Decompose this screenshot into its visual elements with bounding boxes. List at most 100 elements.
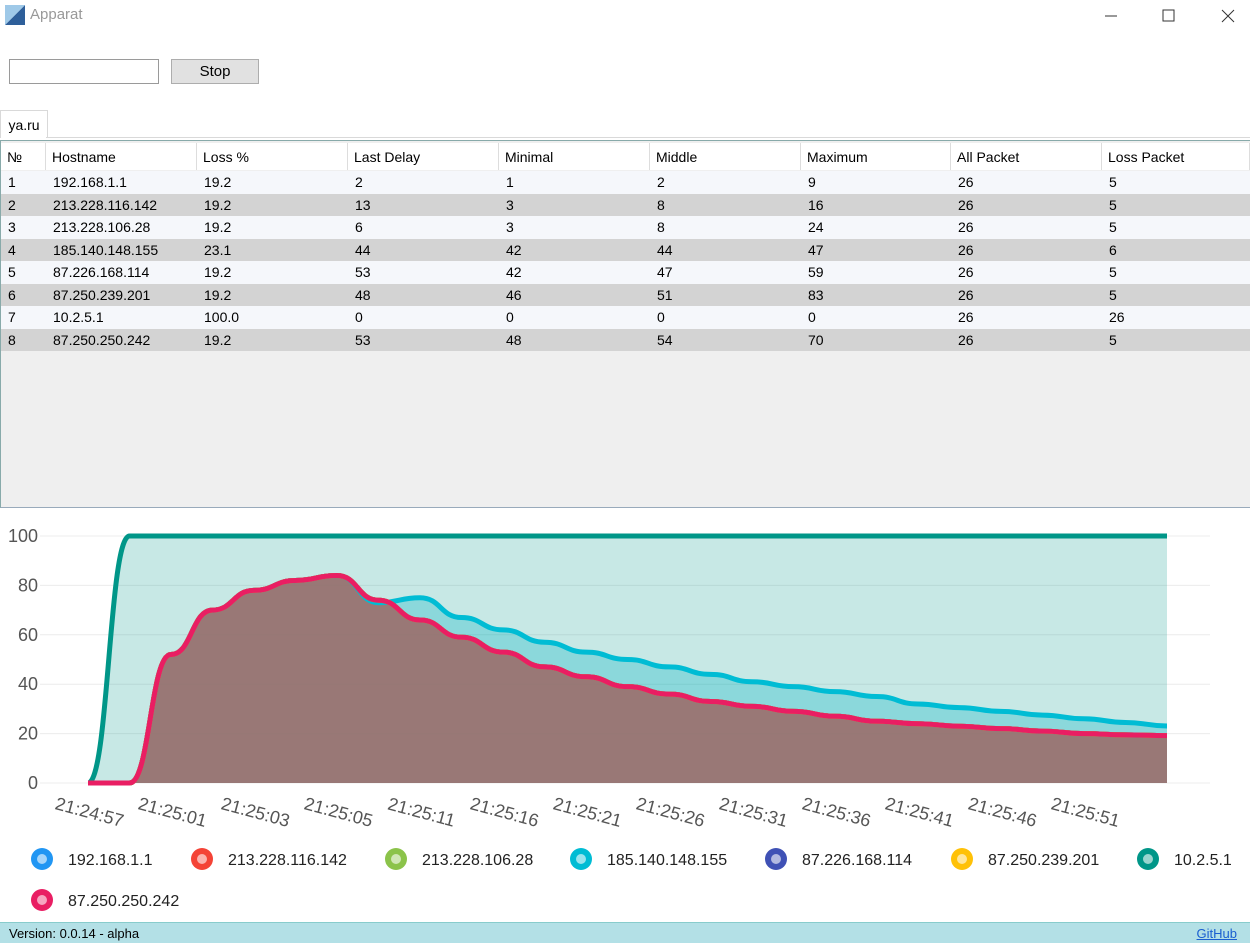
table-cell: 26	[958, 174, 974, 190]
legend-label: 192.168.1.1	[68, 852, 153, 869]
x-tick-label: 21:24:57	[53, 793, 126, 830]
host-input[interactable]	[9, 59, 159, 84]
legend-item: 87.250.239.201	[951, 848, 1099, 870]
x-tick-label: 21:25:36	[800, 793, 873, 830]
series-line	[86, 533, 1167, 786]
table-cell: 0	[657, 309, 665, 325]
table-cell: 1	[506, 174, 514, 190]
x-tick-label: 21:25:46	[966, 793, 1039, 830]
legend-label: 87.226.168.114	[802, 852, 912, 869]
table-cell: 4	[8, 241, 16, 258]
table-cell: 6	[1109, 241, 1117, 258]
series-area	[88, 575, 1167, 783]
column-header: Loss %	[197, 143, 348, 170]
table-cell: 19.2	[204, 219, 232, 235]
x-tick-label: 21:25:11	[386, 794, 458, 831]
table-cell: 192.168.1.1	[53, 174, 127, 190]
table-cell: 26	[958, 331, 974, 348]
series-area	[88, 575, 1167, 783]
table-cell: 2	[8, 196, 16, 213]
legend-marker-inner	[1143, 854, 1153, 864]
table-cell: 46	[506, 286, 522, 303]
table-cell: 13	[355, 196, 371, 213]
table-cell: 47	[657, 264, 673, 280]
table-cell: 53	[355, 264, 371, 280]
legend-label: 87.250.250.242	[68, 893, 179, 910]
table-cell: 100.0	[204, 309, 240, 325]
legend-item: 192.168.1.1	[31, 848, 153, 870]
tab[interactable]: ya.ru	[0, 110, 48, 138]
column-header: All Packet	[951, 143, 1102, 170]
table-cell: 8	[657, 219, 665, 235]
table-cell: 19.2	[204, 331, 232, 348]
table-cell: 5	[8, 264, 16, 280]
table-cell: 47	[808, 241, 824, 258]
table-cell: 3	[506, 219, 514, 235]
column-header: Middle	[650, 143, 801, 170]
table-cell: 2	[657, 174, 665, 190]
y-tick-label: 80	[18, 575, 38, 595]
table-cell: 5	[1109, 286, 1117, 303]
series-area	[88, 575, 1167, 783]
table-cell: 26	[1109, 309, 1125, 325]
table-cell: 3	[506, 196, 514, 213]
table-cell: 8	[657, 196, 665, 213]
table-cell: 48	[355, 286, 371, 303]
table-cell: 9	[808, 174, 816, 190]
stop-button[interactable]: Stop	[171, 59, 259, 84]
table-row: 7 10.2.5.1 100.0 0 0 0 0 26 26	[1, 306, 1250, 329]
y-tick-label: 100	[8, 526, 38, 546]
x-tick-label: 21:25:05	[302, 793, 375, 830]
series-area	[88, 575, 1167, 783]
x-tick-label: 21:25:21	[551, 793, 624, 830]
table-cell: 213.228.106.28	[53, 219, 151, 235]
table-cell: 19.2	[204, 174, 232, 190]
table-cell: 1	[8, 174, 16, 190]
x-tick-label: 21:25:26	[634, 793, 707, 830]
close[interactable]	[1221, 9, 1235, 23]
table-cell: 2	[355, 174, 363, 190]
legend-item: 185.140.148.155	[570, 848, 727, 870]
table-cell: 5	[1109, 331, 1117, 348]
table-cell: 26	[958, 196, 974, 213]
status-bar: Version: 0.0.14 - alpha GitHub	[0, 922, 1250, 943]
table-cell: 3	[8, 219, 16, 235]
table-row: 2 213.228.116.142 19.2 13 3 8 16 26 5	[1, 193, 1250, 216]
column-header: Loss Packet	[1102, 143, 1250, 170]
table-cell: 53	[355, 331, 371, 348]
table-cell: 5	[1109, 174, 1117, 190]
table-cell: 59	[808, 264, 824, 280]
legend-item: 213.228.116.142	[191, 848, 347, 870]
legend-label: 213.228.106.28	[422, 852, 533, 869]
column-header: Hostname	[46, 143, 197, 170]
table-cell: 23.1	[204, 241, 232, 258]
y-tick-label: 40	[18, 674, 38, 694]
table-cell: 6	[355, 219, 363, 235]
table-cell: 19.2	[204, 264, 232, 280]
legend-marker-inner	[391, 854, 401, 864]
legend-marker-inner	[197, 854, 207, 864]
legend-marker-inner	[576, 854, 586, 864]
maximize[interactable]	[1162, 9, 1175, 22]
table-cell: 213.228.116.142	[53, 196, 158, 213]
table-cell: 44	[355, 241, 371, 258]
table-cell: 87.250.250.242	[53, 331, 151, 348]
github-link[interactable]: GitHub	[1196, 926, 1237, 941]
table-cell: 0	[355, 309, 363, 325]
column-header: Last Delay	[348, 143, 499, 170]
table-cell: 87.226.168.114	[53, 264, 150, 280]
table-cell: 7	[8, 309, 16, 325]
legend-item: 87.226.168.114	[765, 848, 912, 870]
legend-item: 10.2.5.1	[1137, 848, 1232, 870]
y-tick-label: 60	[18, 625, 38, 645]
x-tick-label: 21:25:31	[717, 793, 790, 830]
legend-item: 87.250.250.242	[31, 889, 179, 911]
legend-item: 213.228.106.28	[385, 848, 533, 870]
table-cell: 10.2.5.1	[53, 309, 104, 325]
table-cell: 42	[506, 241, 522, 258]
table-cell: 5	[1109, 219, 1117, 235]
tab-line	[46, 137, 1250, 138]
series-area	[88, 575, 1167, 783]
table-cell: 26	[958, 219, 974, 235]
column-header: Minimal	[499, 143, 650, 170]
